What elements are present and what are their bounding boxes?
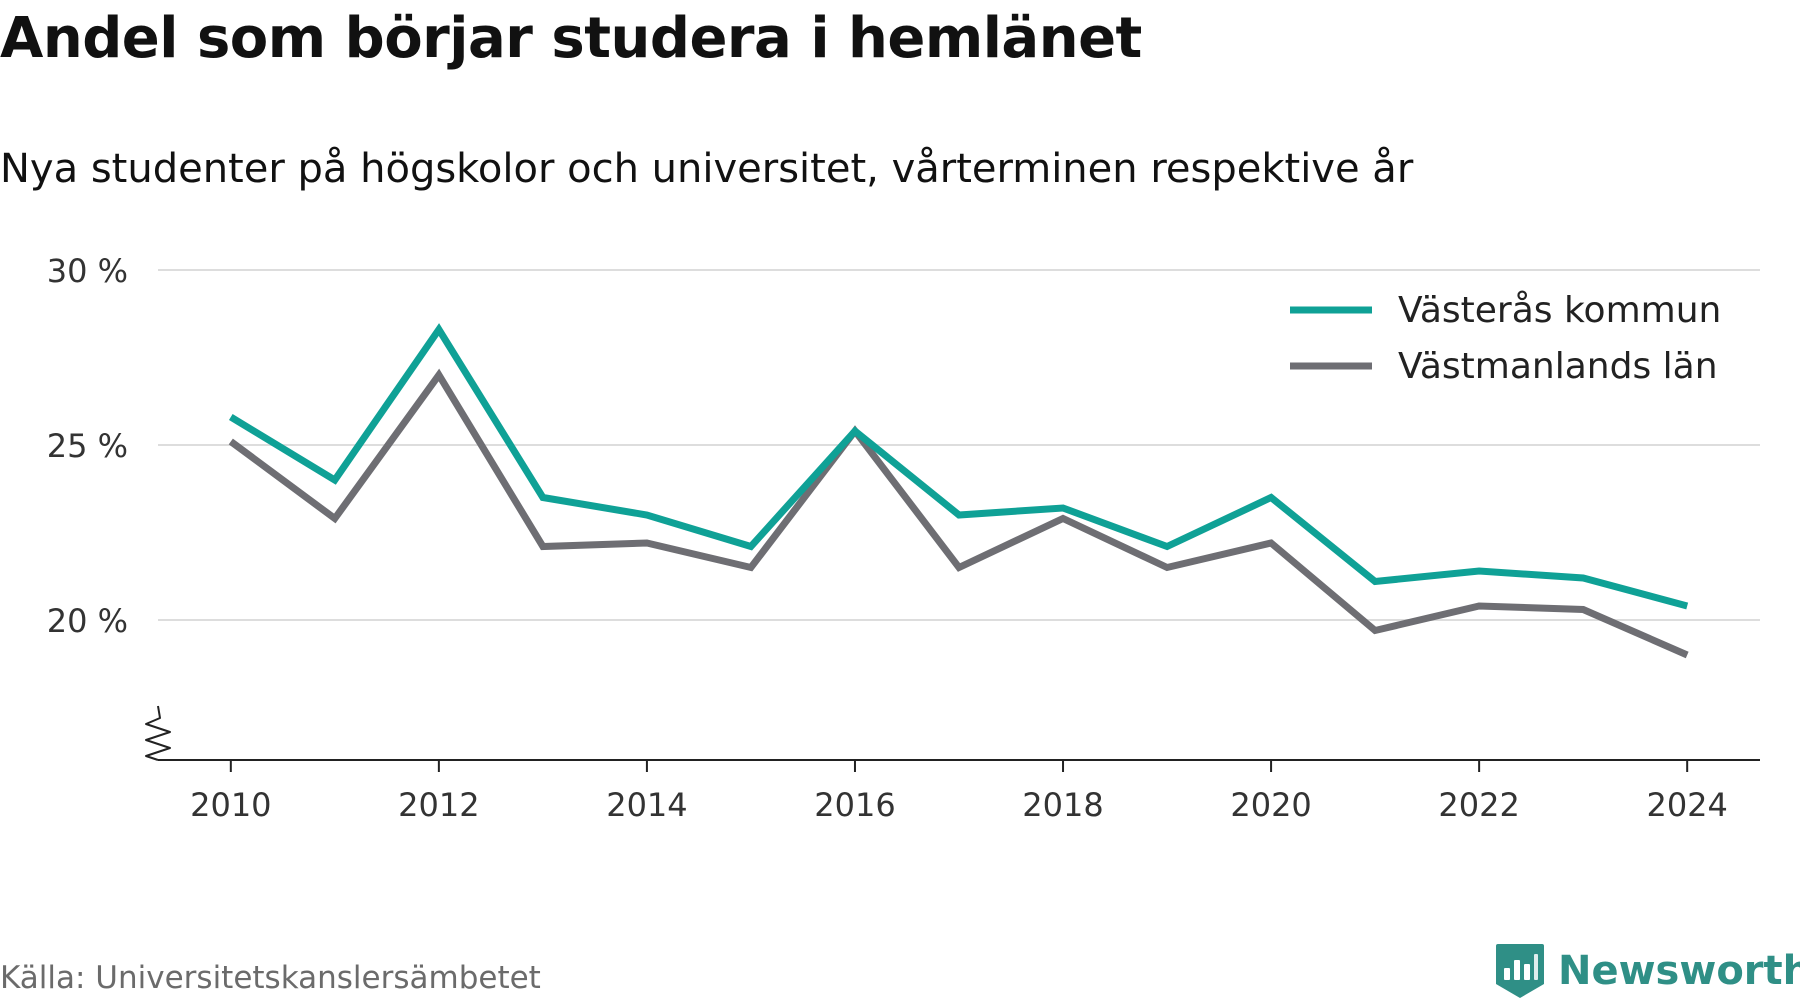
legend: Västerås kommun Västmanlands län <box>1275 285 1730 397</box>
legend-background <box>1275 285 1730 397</box>
x-tick-label: 2014 <box>606 786 687 824</box>
chart-title: Andel som börjar studera i hemlänet <box>0 6 1142 71</box>
newsworthy-logo-icon <box>1496 944 1544 998</box>
x-tick-label: 2016 <box>814 786 895 824</box>
y-tick-label: 30 % <box>47 252 128 290</box>
x-tick-label: 2018 <box>1022 786 1103 824</box>
chart-subtitle: Nya studenter på högskolor och universit… <box>0 146 1414 192</box>
series-lines <box>228 323 1689 659</box>
axis-break-icon <box>145 705 171 761</box>
y-tick-label: 20 % <box>47 602 128 640</box>
x-tick-label: 2010 <box>190 786 271 824</box>
legend-label: Västerås kommun <box>1398 290 1721 331</box>
brand-logo: Newsworthy <box>1494 942 1800 1000</box>
y-tick-label: 25 % <box>47 427 128 465</box>
x-tick-label: 2024 <box>1646 786 1727 824</box>
brand-name: Newsworthy <box>1558 948 1800 994</box>
x-tick-label: 2022 <box>1438 786 1519 824</box>
x-tick-label: 2012 <box>398 786 479 824</box>
axes: 20 % 25 % 30 % 2010 2012 2014 2016 2018 2020 2022… <box>47 252 1760 824</box>
series-line <box>228 368 1689 659</box>
line-chart: 20 % 25 % 30 % 2010 2012 2014 2016 2018 2020 2022… <box>47 252 1760 824</box>
legend-label: Västmanlands län <box>1398 346 1718 387</box>
series-line <box>228 323 1689 610</box>
x-tick-label: 2020 <box>1230 786 1311 824</box>
source-note: Källa: Universitetskanslersämbetet <box>0 960 541 996</box>
gridlines <box>158 269 1760 621</box>
